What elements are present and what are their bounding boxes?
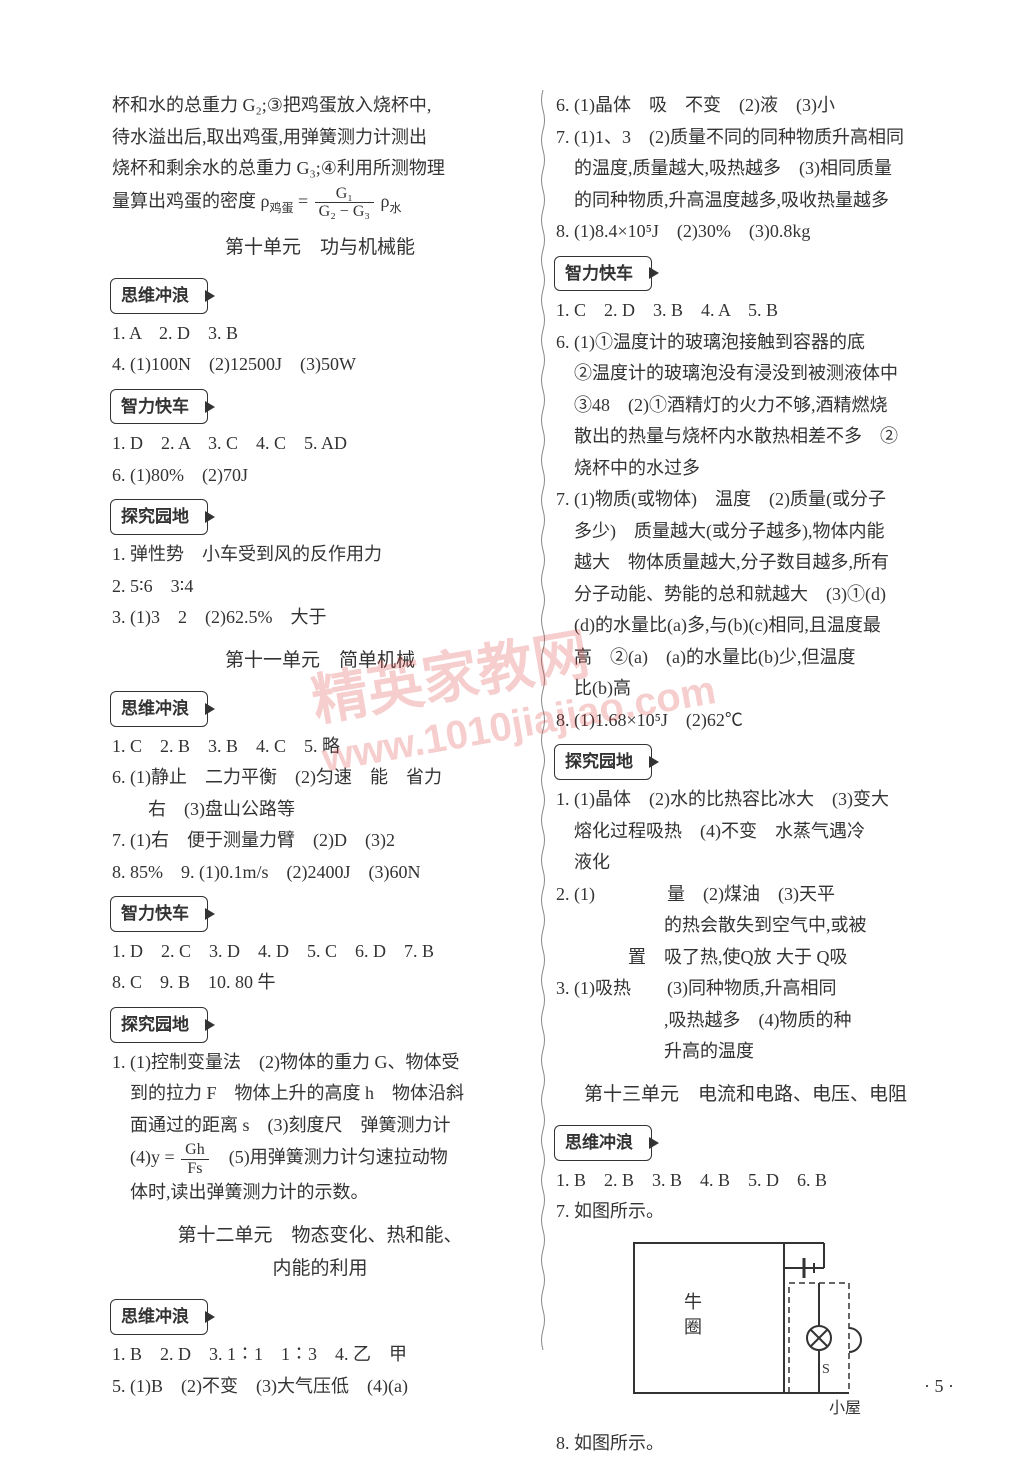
answer-line: 1. D 2. C 3. D 4. D 5. C 6. D 7. B — [110, 936, 530, 968]
circuit-label-xiaowu: 小屋 — [829, 1399, 861, 1417]
unit13-title: 第十三单元 电流和电路、电压、电阻 — [554, 1078, 974, 1111]
answer-line: 6. (1)①温度计的玻璃泡接触到容器的底 — [554, 327, 974, 359]
answer-line: 液化 — [554, 847, 974, 879]
column-divider — [540, 90, 544, 1397]
answer-line: 的温度,质量越大,吸热越多 (3)相同质量 — [554, 153, 974, 185]
formula-line: (4)y = GhFs (5)用弹簧测力计匀速拉动物 — [110, 1141, 530, 1177]
answer-line: 5. (1)B (2)不变 (3)大气压低 (4)(a) — [110, 1371, 530, 1403]
answer-line: 7. (1)1、3 (2)质量不同的同种物质升高相同 — [554, 122, 974, 154]
circuit-diagram: S 牛 圈 小屋 — [604, 1233, 864, 1423]
answer-line: 1. A 2. D 3. B — [110, 318, 530, 350]
answer-line: 1. B 2. B 3. B 4. B 5. D 6. B — [554, 1165, 974, 1197]
answer-line: 体时,读出弹簧测力计的示数。 — [110, 1177, 530, 1209]
fraction: G₁G₂ − G₃ — [315, 185, 374, 221]
circuit-label-niuquan: 牛 — [684, 1292, 702, 1312]
answer-line: 的同种物质,升高温度越多,吸收热量越多 — [554, 185, 974, 217]
right-column: 6. (1)晶体 吸 不变 (2)液 (3)小 7. (1)1、3 (2)质量不… — [554, 90, 974, 1397]
answer-line: 1. 弹性势 小车受到风的反作用力 — [110, 539, 530, 571]
tag-siwai: 思维冲浪 — [110, 1299, 208, 1335]
left-column: 杯和水的总重力 G₂;③把鸡蛋放入烧杯中, 待水溢出后,取出鸡蛋,用弹簧测力计测… — [110, 90, 530, 1397]
answer-line: 高 ②(a) (a)的水量比(b)少,但温度 — [554, 642, 974, 674]
answer-line: 的热会散失到空气中,或被 — [554, 910, 974, 942]
answer-line: 8. (1)1.68×10⁵J (2)62℃ — [554, 705, 974, 737]
answer-line: 6. (1)80% (2)70J — [110, 460, 530, 492]
formula-prefix: 量算出鸡蛋的密度 ρ — [112, 191, 269, 211]
formula-eq: = — [294, 191, 313, 211]
tag-zhili: 智力快车 — [110, 896, 208, 932]
intro-text: 杯和水的总重力 G₂;③把鸡蛋放入烧杯中, — [110, 90, 530, 122]
answer-line: 比(b)高 — [554, 673, 974, 705]
unit10-title: 第十单元 功与机械能 — [110, 231, 530, 264]
answer-line: 6. (1)晶体 吸 不变 (2)液 (3)小 — [554, 90, 974, 122]
answer-line: 熔化过程吸热 (4)不变 水蒸气遇冷 — [554, 816, 974, 848]
answer-line: ,吸热越多 (4)物质的种 — [554, 1005, 974, 1037]
svg-text:S: S — [822, 1362, 830, 1377]
intro-text: 烧杯和剩余水的总重力 G₃;④利用所测物理 — [110, 153, 530, 185]
answer-line: 8. 如图所示。 — [554, 1428, 974, 1459]
tag-zhili: 智力快车 — [110, 389, 208, 425]
tag-tanjiu: 探究园地 — [110, 1007, 208, 1043]
answer-line: 烧杯中的水过多 — [554, 453, 974, 485]
answer-line: 右 (3)盘山公路等 — [110, 794, 530, 826]
fraction: GhFs — [181, 1141, 209, 1177]
answer-line: 1. (1)晶体 (2)水的比热容比冰大 (3)变大 — [554, 784, 974, 816]
answer-line: 越大 物体质量越大,分子数目越多,所有 — [554, 547, 974, 579]
answer-line: ②温度计的玻璃泡没有浸没到被测液体中 — [554, 358, 974, 390]
tag-siwai: 思维冲浪 — [110, 278, 208, 314]
answer-line: 7. 如图所示。 — [554, 1196, 974, 1228]
answer-line: 2. 5∶6 3∶4 — [110, 571, 530, 603]
formula-suffix-sub: 水 — [389, 200, 401, 214]
answer-line: ③48 (2)①酒精灯的火力不够,酒精燃烧 — [554, 390, 974, 422]
answer-line: 到的拉力 F 物体上升的高度 h 物体沿斜 — [110, 1078, 530, 1110]
tag-siwai: 思维冲浪 — [110, 691, 208, 727]
svg-text:圈: 圈 — [684, 1317, 702, 1337]
answer-line: 8. 85% 9. (1)0.1m/s (2)2400J (3)60N — [110, 857, 530, 889]
answer-line: 1. (1)控制变量法 (2)物体的重力 G、物体受 — [110, 1047, 530, 1079]
answer-line: 1. C 2. B 3. B 4. C 5. 略 — [110, 731, 530, 763]
tag-tanjiu: 探究园地 — [554, 744, 652, 780]
answer-line: 1. C 2. D 3. B 4. A 5. B — [554, 295, 974, 327]
tag-tanjiu: 探究园地 — [110, 499, 208, 535]
unit12-title-l1: 第十二单元 物态变化、热和能、 — [110, 1219, 530, 1252]
answer-line: 7. (1)右 便于测量力臂 (2)D (3)2 — [110, 825, 530, 857]
wavy-divider-icon — [540, 90, 546, 1350]
answer-line: 分子动能、势能的总和就越大 (3)①(d) — [554, 579, 974, 611]
answer-line: 8. (1)8.4×10⁵J (2)30% (3)0.8kg — [554, 216, 974, 248]
unit12-title-l2: 内能的利用 — [110, 1252, 530, 1285]
answer-line: 4. (1)100N (2)12500J (3)50W — [110, 349, 530, 381]
answer-line: (d)的水量比(a)多,与(b)(c)相同,且温度最 — [554, 610, 974, 642]
answer-line: 7. (1)物质(或物体) 温度 (2)质量(或分子 — [554, 484, 974, 516]
formula-sub: 鸡蛋 — [269, 200, 293, 214]
intro-text: 待水溢出后,取出鸡蛋,用弹簧测力计测出 — [110, 122, 530, 154]
tag-zhili: 智力快车 — [554, 256, 652, 292]
answer-line: 1. B 2. D 3. 1∶1 1∶3 4. 乙 甲 — [110, 1339, 530, 1371]
answer-line: 散出的热量与烧杯内水散热相差不多 ② — [554, 421, 974, 453]
answer-line: 3. (1)3 2 (2)62.5% 大于 — [110, 602, 530, 634]
answer-line: 面通过的距离 s (3)刻度尺 弹簧测力计 — [110, 1110, 530, 1142]
tag-siwai: 思维冲浪 — [554, 1125, 652, 1161]
answer-line: 2. (1) 量 (2)煤油 (3)天平 — [554, 879, 974, 911]
answer-line: 6. (1)静止 二力平衡 (2)匀速 能 省力 — [110, 762, 530, 794]
unit11-title: 第十一单元 简单机械 — [110, 644, 530, 677]
formula-suffix: ρ — [376, 191, 389, 211]
answer-line: 3. (1)吸热 (3)同种物质,升高相同 — [554, 973, 974, 1005]
intro-formula-line: 量算出鸡蛋的密度 ρ鸡蛋 = G₁G₂ − G₃ ρ水 — [110, 185, 530, 221]
answer-line: 多少) 质量越大(或分子越多),物体内能 — [554, 516, 974, 548]
answer-line: 置 吸了热,使Q放 大于 Q吸 — [554, 942, 974, 974]
answer-line: 8. C 9. B 10. 80 牛 — [110, 967, 530, 999]
answer-line: 1. D 2. A 3. C 4. C 5. AD — [110, 428, 530, 460]
answer-line: 升高的温度 — [554, 1036, 974, 1068]
page-number: · 5 · — [924, 1376, 954, 1397]
